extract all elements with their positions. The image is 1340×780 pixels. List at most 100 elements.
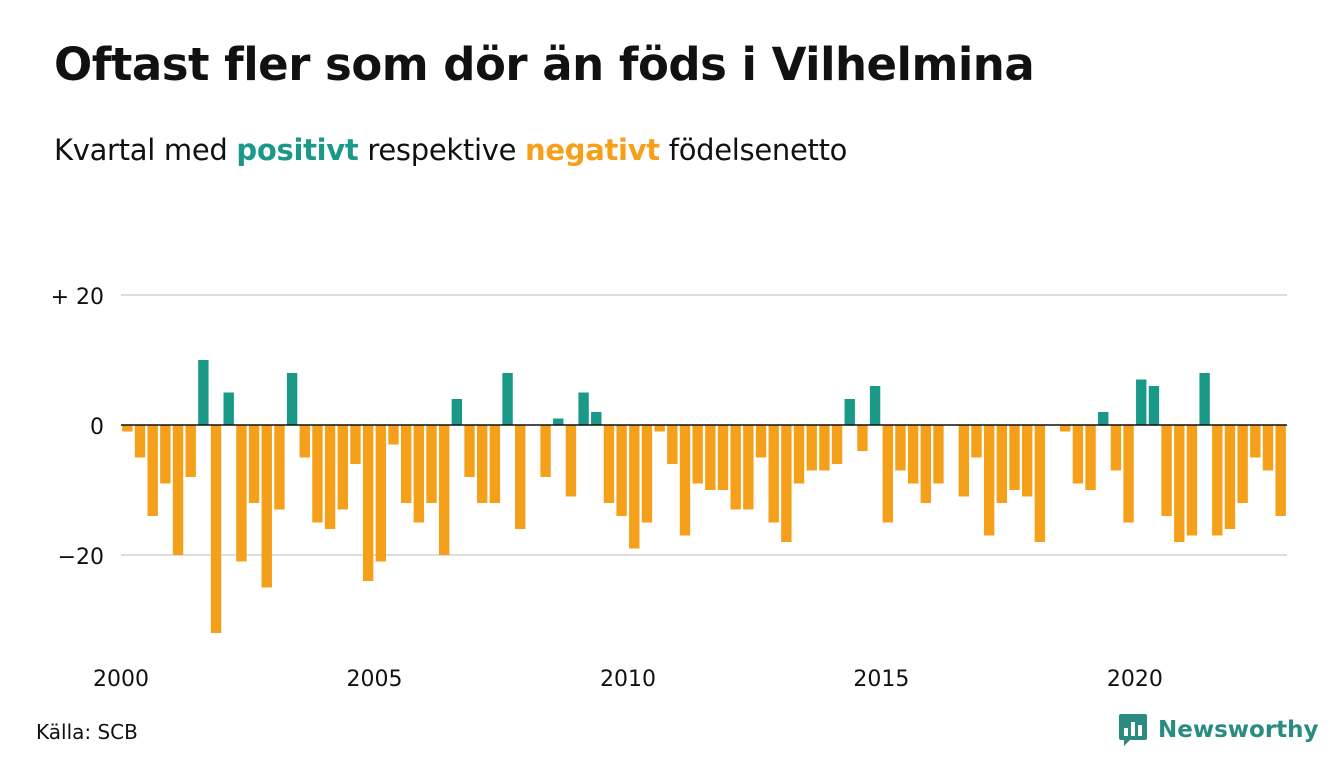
bar bbox=[831, 425, 843, 464]
bar bbox=[362, 425, 374, 581]
bar bbox=[236, 425, 247, 562]
x-tick-label: 2005 bbox=[346, 667, 402, 692]
bar bbox=[375, 425, 387, 562]
bar bbox=[1148, 386, 1160, 425]
y-tick-label: −20 bbox=[58, 545, 104, 570]
bar bbox=[502, 373, 513, 425]
bar bbox=[768, 425, 779, 523]
x-tick-label: 2010 bbox=[600, 667, 656, 692]
x-axis-ticks: 2000 2005 2010 2015 2020 bbox=[93, 667, 1163, 692]
bar bbox=[1262, 425, 1274, 471]
bar bbox=[895, 425, 906, 471]
bar bbox=[844, 399, 855, 425]
bar bbox=[134, 425, 146, 458]
grid-lines bbox=[121, 294, 1287, 556]
x-tick-label: 2015 bbox=[853, 667, 909, 692]
bar bbox=[996, 425, 1008, 503]
bar bbox=[705, 425, 716, 490]
bar bbox=[160, 425, 171, 484]
bar bbox=[337, 425, 348, 510]
bar bbox=[755, 425, 767, 458]
bar bbox=[1085, 425, 1096, 490]
bar bbox=[122, 425, 133, 432]
bar bbox=[983, 425, 995, 536]
bar bbox=[1110, 425, 1122, 471]
subtitle-negative-word: negativt bbox=[525, 133, 660, 167]
bar bbox=[793, 425, 805, 484]
bar bbox=[1186, 425, 1198, 536]
subtitle-prefix: Kvartal med bbox=[54, 133, 228, 167]
x-tick-label: 2000 bbox=[93, 667, 149, 692]
bar bbox=[1250, 425, 1261, 458]
bar bbox=[907, 425, 919, 484]
bar bbox=[578, 392, 589, 425]
bar bbox=[616, 425, 627, 516]
bar bbox=[1123, 425, 1134, 523]
bar bbox=[540, 425, 551, 477]
bar bbox=[743, 425, 754, 510]
bar bbox=[515, 425, 526, 529]
bar bbox=[1072, 425, 1084, 484]
bar bbox=[312, 425, 323, 523]
bar bbox=[261, 425, 272, 588]
bar bbox=[857, 425, 868, 451]
bar bbox=[565, 425, 577, 497]
bar bbox=[641, 425, 653, 523]
bar bbox=[869, 386, 881, 425]
bar bbox=[933, 425, 944, 484]
bar bbox=[324, 425, 336, 529]
bar bbox=[1174, 425, 1185, 542]
bar bbox=[553, 418, 564, 425]
bar bbox=[464, 425, 475, 477]
bar bbox=[451, 399, 463, 425]
bar bbox=[477, 425, 488, 503]
bar bbox=[388, 425, 399, 445]
bar bbox=[350, 425, 361, 464]
y-axis-ticks: + 20 0 −20 bbox=[51, 285, 104, 570]
bar bbox=[920, 425, 931, 503]
bar bbox=[299, 425, 310, 458]
bar bbox=[667, 425, 678, 464]
brand-name: Newsworthy bbox=[1158, 717, 1319, 743]
y-tick-label: 0 bbox=[90, 415, 104, 440]
bar bbox=[1021, 425, 1033, 497]
source-note: Källa: SCB bbox=[36, 720, 138, 744]
subtitle-suffix: födelsenetto bbox=[668, 133, 848, 167]
bar bbox=[1224, 425, 1236, 529]
x-tick-label: 2020 bbox=[1107, 667, 1163, 692]
y-tick-label: + 20 bbox=[51, 285, 104, 310]
bar bbox=[210, 425, 222, 633]
bar bbox=[1060, 425, 1071, 432]
bar bbox=[806, 425, 817, 471]
bar bbox=[400, 425, 412, 503]
bar bbox=[654, 425, 665, 432]
chart-subtitle: Kvartal med positivt respektive negativt… bbox=[54, 133, 847, 167]
bar bbox=[1199, 373, 1210, 425]
bar bbox=[426, 425, 437, 503]
bar bbox=[1275, 425, 1286, 516]
bar bbox=[274, 425, 285, 510]
bar bbox=[198, 360, 209, 425]
bar bbox=[172, 425, 184, 555]
bar bbox=[1136, 379, 1147, 425]
bar-chart-speech-bubble-icon bbox=[1119, 714, 1147, 746]
subtitle-positive-word: positivt bbox=[236, 133, 359, 167]
bar bbox=[781, 425, 792, 542]
chart-title: Oftast fler som dör än föds i Vilhelmina bbox=[54, 38, 1035, 91]
subtitle-middle: respektive bbox=[367, 133, 517, 167]
bar bbox=[438, 425, 450, 555]
bar bbox=[629, 425, 640, 549]
bar-chart: + 20 0 −20 2000 2005 2010 2015 2020 bbox=[51, 285, 1287, 692]
bar bbox=[1237, 425, 1248, 503]
brand-logo: Newsworthy bbox=[1118, 713, 1319, 747]
bar bbox=[286, 373, 298, 425]
bar bbox=[591, 412, 602, 425]
bar bbox=[248, 425, 260, 503]
bar bbox=[147, 425, 158, 516]
bar bbox=[882, 425, 893, 523]
bar bbox=[971, 425, 982, 458]
bars bbox=[122, 360, 1286, 633]
bar bbox=[819, 425, 830, 471]
bar bbox=[1161, 425, 1172, 516]
bar bbox=[1212, 425, 1223, 536]
